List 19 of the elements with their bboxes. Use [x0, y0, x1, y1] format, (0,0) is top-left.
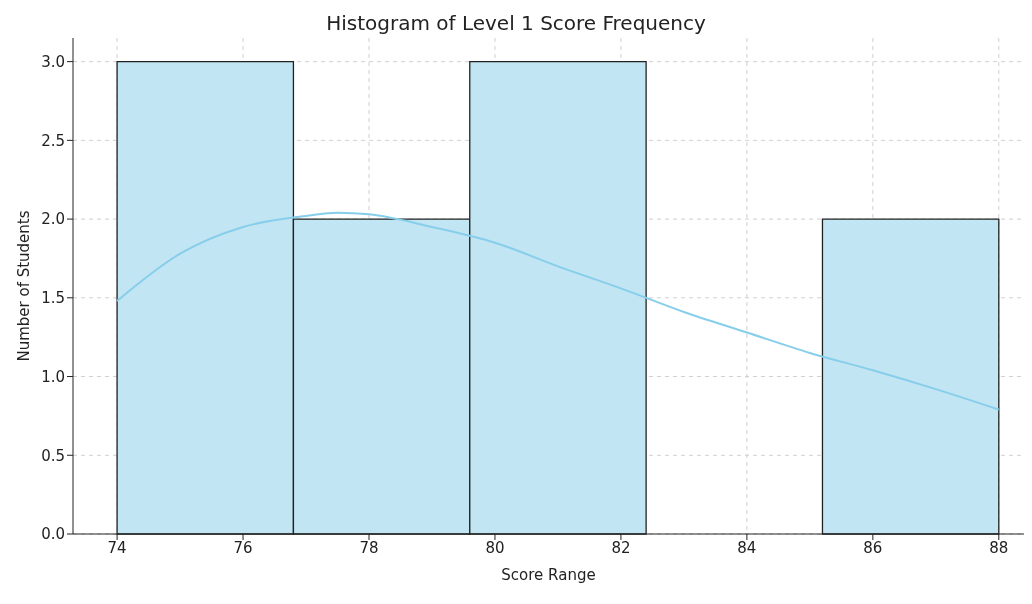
x-tick-label: 80 [485, 538, 505, 557]
x-tick-label: 86 [863, 538, 883, 557]
x-tick-label: 78 [359, 538, 379, 557]
chart-title: Histogram of Level 1 Score Frequency [325, 10, 707, 37]
x-axis-title: Score Range [501, 566, 596, 584]
y-axis-title: Number of Students [15, 210, 34, 362]
y-tick-label: 0.5 [41, 446, 65, 465]
x-tick-label: 88 [989, 538, 1009, 557]
x-tick-label: 76 [233, 538, 253, 557]
x-tick-label: 82 [611, 538, 631, 557]
x-tick-label: 84 [737, 538, 757, 557]
x-tick-label: 74 [107, 538, 127, 557]
y-tick-label: 3.0 [41, 52, 65, 71]
y-tick-label: 1.5 [41, 289, 65, 308]
y-tick-label: 1.0 [41, 367, 65, 386]
y-tick-label: 2.0 [41, 210, 65, 229]
line-series [116, 211, 1000, 411]
y-tick-label: 0.0 [41, 525, 65, 544]
y-tick-label: 2.5 [41, 131, 65, 150]
